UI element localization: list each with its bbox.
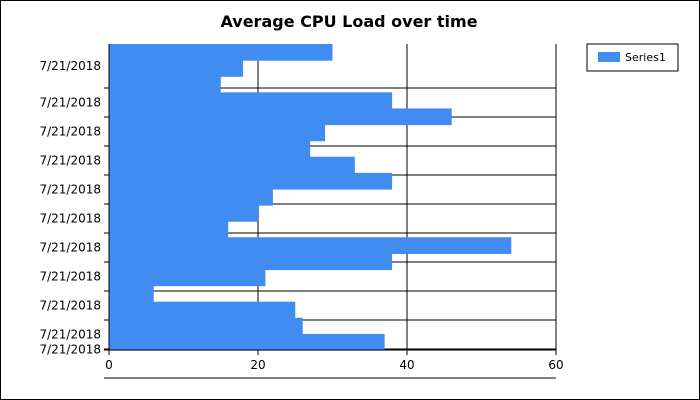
y-tick-label-0: 7/21/2018: [39, 59, 101, 73]
bar-15: [109, 285, 154, 303]
y-tick-label-9: 7/21/2018: [39, 328, 101, 342]
bar-2: [109, 76, 221, 93]
x-tick-label-0: 0: [105, 358, 113, 372]
legend-swatch-series1: [598, 52, 620, 62]
bar-13: [109, 253, 393, 271]
x-tick-label-2: 40: [399, 358, 414, 372]
y-tick-label-3: 7/21/2018: [39, 154, 101, 168]
bar-0: [109, 44, 333, 61]
bar-8: [109, 172, 393, 190]
bar-5: [109, 124, 326, 142]
bar-17: [109, 317, 303, 335]
bar-4: [109, 108, 452, 126]
bar-3: [109, 92, 393, 110]
bar-6: [109, 140, 311, 158]
axes: [104, 44, 557, 379]
x-tick-label-3: 60: [548, 358, 563, 372]
bar-9: [109, 188, 273, 206]
y-tick-label-10: 7/21/2018: [39, 343, 101, 357]
bar-14: [109, 269, 266, 287]
bar-16: [109, 301, 296, 319]
y-tick-label-7: 7/21/2018: [39, 270, 101, 284]
bar-12: [109, 237, 512, 254]
bar-7: [109, 156, 355, 174]
y-axis-tick-labels: 7/21/20187/21/20187/21/20187/21/20187/21…: [39, 59, 101, 357]
legend-label-series1: Series1: [625, 51, 666, 64]
bar-18: [109, 333, 385, 351]
y-tick-label-5: 7/21/2018: [39, 212, 101, 226]
chart-title: Average CPU Load over time: [220, 12, 477, 31]
legend: Series1: [586, 43, 679, 72]
x-axis-tick-labels: 0 20 40 60: [105, 358, 563, 372]
y-tick-label-4: 7/21/2018: [39, 183, 101, 197]
y-tick-label-2: 7/21/2018: [39, 125, 101, 139]
bars: [109, 44, 512, 351]
y-tick-label-8: 7/21/2018: [39, 299, 101, 313]
x-tick-label-1: 20: [250, 358, 265, 372]
y-tick-label-6: 7/21/2018: [39, 241, 101, 255]
bar-1: [109, 60, 244, 77]
bar-10: [109, 205, 258, 222]
bar-11: [109, 221, 229, 238]
y-tick-label-1: 7/21/2018: [39, 96, 101, 110]
